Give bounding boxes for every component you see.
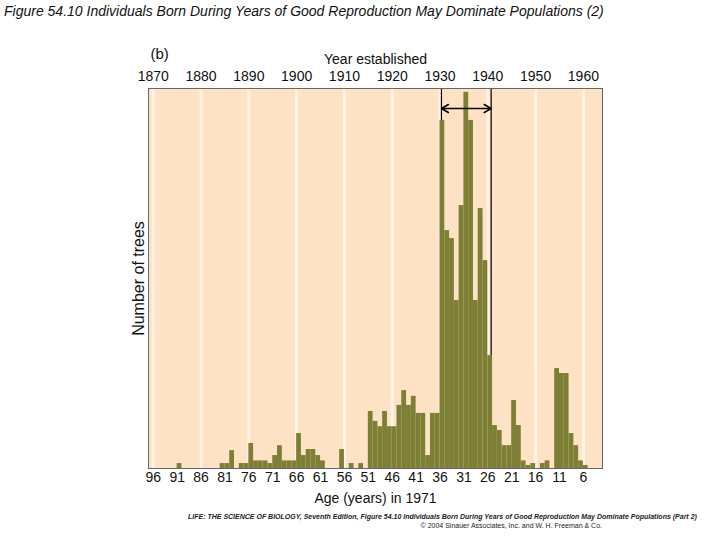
svg-text:16: 16 xyxy=(528,469,544,485)
svg-text:81: 81 xyxy=(217,469,233,485)
html-text:© 2004 Sinauer Associates, Inc: © 2004 Sinauer Associates, Inc. and W. H… xyxy=(420,522,602,529)
svg-text:51: 51 xyxy=(361,469,377,485)
svg-text:91: 91 xyxy=(169,469,185,485)
svg-text:21: 21 xyxy=(504,469,520,485)
svg-text:1920: 1920 xyxy=(377,68,408,84)
svg-text:71: 71 xyxy=(265,469,281,485)
svg-text:1950: 1950 xyxy=(520,68,551,84)
svg-text:56: 56 xyxy=(337,469,353,485)
svg-text:1910: 1910 xyxy=(329,68,360,84)
svg-text:36: 36 xyxy=(432,469,448,485)
svg-text:46: 46 xyxy=(384,469,400,485)
svg-text:(b): (b) xyxy=(151,45,169,62)
svg-text:1870: 1870 xyxy=(138,68,169,84)
svg-text:86: 86 xyxy=(193,469,209,485)
svg-text:41: 41 xyxy=(408,469,424,485)
svg-text:26: 26 xyxy=(480,469,496,485)
svg-text:96: 96 xyxy=(145,469,161,485)
svg-text:61: 61 xyxy=(313,469,329,485)
svg-text:31: 31 xyxy=(456,469,472,485)
svg-text:Number of trees: Number of trees xyxy=(130,221,147,336)
svg-text:Year established: Year established xyxy=(324,51,427,67)
svg-text:6: 6 xyxy=(579,469,587,485)
svg-text:1890: 1890 xyxy=(233,68,264,84)
svg-text:1960: 1960 xyxy=(568,68,599,84)
html-text:Figure 54.10 Individuals Born: Figure 54.10 Individuals Born During Yea… xyxy=(4,3,604,19)
svg-text:76: 76 xyxy=(241,469,257,485)
svg-text:1940: 1940 xyxy=(472,68,503,84)
svg-text:Age (years) in 1971: Age (years) in 1971 xyxy=(314,490,436,506)
svg-text:11: 11 xyxy=(552,469,567,485)
svg-text:1930: 1930 xyxy=(424,68,455,84)
html-text:LIFE: THE SCIENCE OF BIOLOGY,: LIFE: THE SCIENCE OF BIOLOGY, Seventh Ed… xyxy=(188,513,697,520)
svg-text:66: 66 xyxy=(289,469,305,485)
svg-text:1900: 1900 xyxy=(281,68,312,84)
svg-text:1880: 1880 xyxy=(185,68,216,84)
